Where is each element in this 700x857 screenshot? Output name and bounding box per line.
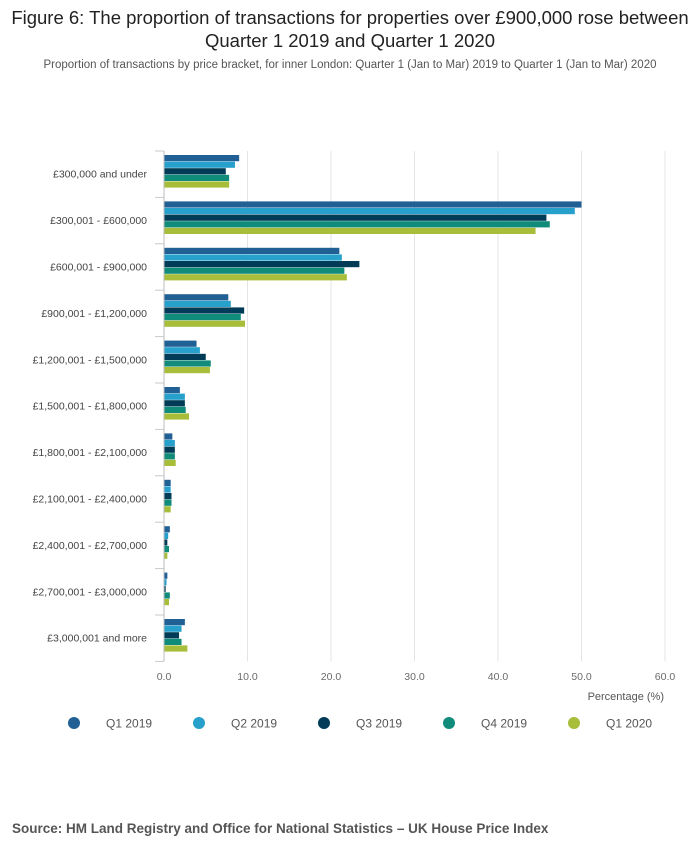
bar bbox=[164, 413, 190, 420]
bar bbox=[164, 360, 211, 367]
bar bbox=[164, 546, 170, 553]
chart-subtitle: Proportion of transactions by price brac… bbox=[43, 59, 657, 71]
bar bbox=[164, 201, 582, 208]
category-label: £300,000 and under bbox=[53, 169, 148, 181]
bar bbox=[164, 526, 170, 533]
bar bbox=[164, 532, 169, 539]
bar bbox=[164, 227, 536, 234]
bar bbox=[164, 406, 186, 413]
bar bbox=[164, 174, 230, 181]
legend-label: Q3 2019 bbox=[356, 717, 402, 731]
bar bbox=[164, 446, 175, 453]
bar bbox=[164, 506, 171, 513]
x-tick-label: 50.0 bbox=[571, 671, 592, 683]
bar bbox=[164, 294, 229, 301]
legend-marker bbox=[443, 717, 455, 729]
bar bbox=[164, 314, 241, 321]
bar bbox=[164, 493, 172, 500]
x-axis-title: Percentage (%) bbox=[588, 691, 664, 703]
bar bbox=[164, 585, 166, 592]
chart-title: Figure 6: The proportion of transactions… bbox=[11, 7, 689, 51]
legend-marker bbox=[568, 717, 580, 729]
bar bbox=[164, 433, 173, 440]
bar bbox=[164, 161, 235, 168]
bar bbox=[164, 214, 547, 221]
bar bbox=[164, 486, 171, 493]
bar bbox=[164, 261, 360, 268]
bar bbox=[164, 181, 230, 188]
bar bbox=[164, 440, 175, 447]
bar bbox=[164, 552, 168, 559]
bar bbox=[164, 592, 170, 599]
bar bbox=[164, 453, 175, 460]
bars bbox=[164, 155, 582, 652]
bar bbox=[164, 579, 167, 586]
category-label: £2,100,001 - £2,400,000 bbox=[33, 494, 148, 506]
bar bbox=[164, 347, 200, 354]
category-label: £1,800,001 - £2,100,000 bbox=[33, 447, 148, 459]
bar bbox=[164, 499, 172, 506]
bar bbox=[164, 155, 240, 162]
bar bbox=[164, 619, 185, 626]
bar bbox=[164, 267, 345, 274]
legend-marker bbox=[318, 717, 330, 729]
bar bbox=[164, 539, 168, 546]
x-tick-label: 20.0 bbox=[321, 671, 342, 683]
legend-label: Q1 2019 bbox=[106, 717, 152, 731]
x-tick-label: 10.0 bbox=[237, 671, 258, 683]
legend-label: Q2 2019 bbox=[231, 717, 277, 731]
x-tick-labels: 0.0 10.0 20.0 30.0 40.0 50.0 60.0 bbox=[157, 671, 676, 683]
category-label: £600,001 - £900,000 bbox=[50, 262, 147, 274]
bar bbox=[164, 300, 231, 307]
bar bbox=[164, 599, 170, 606]
category-label: £2,700,001 - £3,000,000 bbox=[33, 586, 148, 598]
bar bbox=[164, 638, 182, 645]
category-label: £3,000,001 and more bbox=[47, 633, 147, 645]
bar bbox=[164, 320, 245, 327]
gridlines bbox=[247, 151, 666, 662]
bar bbox=[164, 625, 182, 632]
source-note: Source: HM Land Registry and Office for … bbox=[12, 821, 549, 836]
bar bbox=[164, 479, 171, 486]
bar bbox=[164, 247, 340, 254]
legend: Q1 2019 Q2 2019 Q3 2019 Q4 2019 Q1 2020 bbox=[68, 717, 652, 731]
bar-chart: £300,000 and under £300,001 - £600,000 £60… bbox=[33, 150, 676, 731]
bar bbox=[164, 367, 210, 374]
legend-label: Q1 2020 bbox=[606, 717, 652, 731]
axes bbox=[155, 150, 165, 662]
bar bbox=[164, 353, 206, 360]
bar bbox=[164, 307, 245, 314]
bar bbox=[164, 393, 185, 400]
category-label: £1,200,001 - £1,500,000 bbox=[33, 354, 148, 366]
category-label: £1,500,001 - £1,800,000 bbox=[33, 401, 148, 413]
x-tick-label: 30.0 bbox=[404, 671, 425, 683]
bar bbox=[164, 459, 176, 466]
bar bbox=[164, 400, 185, 407]
bar bbox=[164, 632, 180, 639]
bar bbox=[164, 221, 550, 228]
category-labels: £300,000 and under £300,001 - £600,000 £60… bbox=[33, 169, 148, 645]
bar bbox=[164, 254, 342, 261]
bar bbox=[164, 572, 168, 579]
category-label: £900,001 - £1,200,000 bbox=[41, 308, 147, 320]
legend-label: Q4 2019 bbox=[481, 717, 527, 731]
category-label: £300,001 - £600,000 bbox=[50, 215, 147, 227]
bar bbox=[164, 340, 197, 347]
x-tick-label: 60.0 bbox=[655, 671, 676, 683]
legend-marker bbox=[68, 717, 80, 729]
bar bbox=[164, 645, 188, 652]
x-tick-label: 0.0 bbox=[157, 671, 172, 683]
bar bbox=[164, 208, 575, 215]
x-tick-label: 40.0 bbox=[488, 671, 509, 683]
bar bbox=[164, 168, 226, 175]
bar bbox=[164, 387, 180, 394]
category-label: £2,400,001 - £2,700,000 bbox=[33, 540, 148, 552]
legend-marker bbox=[193, 717, 205, 729]
bar bbox=[164, 274, 347, 281]
